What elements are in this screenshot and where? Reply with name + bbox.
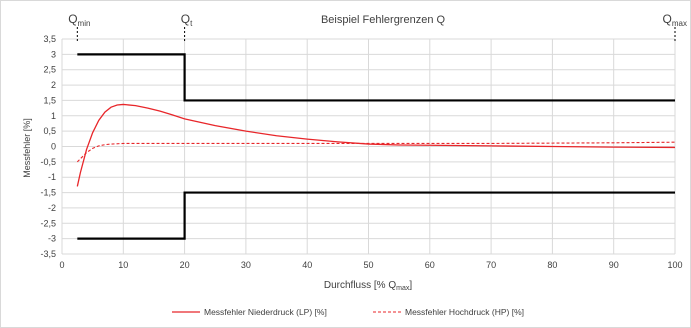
q-marker-label: Qt xyxy=(181,12,193,28)
x-tick-label: 80 xyxy=(547,260,557,270)
x-tick-label: 0 xyxy=(59,260,64,270)
x-axis-label-end: ] xyxy=(409,280,412,291)
y-tick-label: 2 xyxy=(51,80,56,90)
y-tick-label: 3 xyxy=(51,49,56,59)
y-tick-label: -3 xyxy=(48,234,56,244)
x-tick-label: 90 xyxy=(609,260,619,270)
y-tick-label: 1 xyxy=(51,111,56,121)
y-axis-label: Messfehler [%] xyxy=(22,118,32,178)
x-tick-label: 20 xyxy=(180,260,190,270)
q-marker-label: Qmin xyxy=(68,12,90,28)
y-tick-label: -1 xyxy=(48,172,56,182)
legend-label-lp: Messfehler Niederdruck (LP) [%] xyxy=(204,307,327,317)
chart-title: Beispiel Fehlergrenzen Q xyxy=(321,14,446,26)
y-tick-label: 0 xyxy=(51,142,56,152)
x-tick-label: 10 xyxy=(118,260,128,270)
q-marker-label: Qmax xyxy=(663,12,687,28)
legend-label-hp: Messfehler Hochdruck (HP) [%] xyxy=(405,307,524,317)
series-lines xyxy=(76,103,676,187)
series-line-lp xyxy=(76,103,676,187)
x-axis-label-sub: max xyxy=(396,285,410,292)
y-tick-label: 3,5 xyxy=(43,34,56,44)
x-tick-label: 100 xyxy=(667,260,682,270)
y-tick-label: -2 xyxy=(48,203,56,213)
y-tick-label: -2,5 xyxy=(40,218,56,228)
y-tick-label: -0,5 xyxy=(40,157,56,167)
lower-limit-line xyxy=(77,191,675,240)
x-axis-label-main: Durchfluss [% Q xyxy=(324,280,396,291)
legend: Messfehler Niederdruck (LP) [%] Messfehl… xyxy=(172,307,524,317)
x-tick-label: 30 xyxy=(241,260,251,270)
x-tick-labels: 0 10 20 30 40 50 60 70 80 90 100 xyxy=(59,260,682,270)
x-axis-label: Durchfluss [% Qmax] xyxy=(324,280,412,292)
q-markers: Qmin Qt Qmax xyxy=(68,12,687,41)
series-line-hp xyxy=(76,141,676,163)
x-tick-label: 40 xyxy=(302,260,312,270)
upper-limit-line xyxy=(77,53,675,102)
limit-lines xyxy=(77,53,675,240)
x-tick-label: 60 xyxy=(425,260,435,270)
x-tick-label: 50 xyxy=(363,260,373,270)
y-tick-label: 2,5 xyxy=(43,65,56,75)
y-tick-label: 1,5 xyxy=(43,95,56,105)
y-tick-labels: 3,5 3 2,5 2 1,5 1 0,5 0 -0,5 -1 -1,5 -2 -2,5 -3 -3,5 xyxy=(40,34,56,259)
y-tick-label: 0,5 xyxy=(43,126,56,136)
y-tick-label: -3,5 xyxy=(40,249,56,259)
y-tick-label: -1,5 xyxy=(40,188,56,198)
x-tick-label: 70 xyxy=(486,260,496,270)
